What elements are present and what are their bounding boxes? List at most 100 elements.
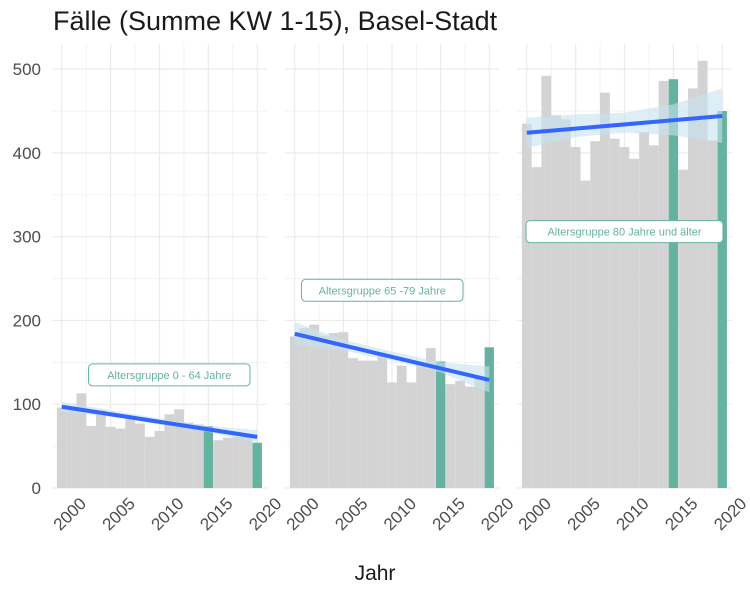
- facet-panel-2: Altersgruppe 65 -79 Jahre 2000 2005 2010 201…: [283, 44, 517, 534]
- bar: [619, 147, 630, 488]
- y-tick-label: 400: [13, 144, 41, 163]
- x-tick-label: 2015: [196, 494, 236, 534]
- bar: [629, 158, 640, 488]
- bar: [406, 382, 417, 488]
- bar: [426, 348, 436, 488]
- x-tick-label: 2010: [148, 494, 188, 534]
- x-tick-label: 2020: [710, 494, 750, 534]
- x-tick-label: 2005: [99, 494, 139, 534]
- bar: [590, 141, 601, 488]
- bar: [242, 435, 253, 488]
- x-tick-label: 2005: [331, 494, 371, 534]
- bar: [396, 365, 407, 488]
- bar: [319, 335, 329, 488]
- bar: [707, 140, 718, 488]
- bar: [648, 145, 659, 489]
- bar: [688, 88, 698, 489]
- trend-confidence-band: [526, 88, 723, 148]
- bar: [338, 332, 349, 488]
- bar: [135, 423, 145, 488]
- y-tick-label: 300: [13, 228, 41, 247]
- bar: [658, 80, 669, 488]
- bar: [531, 167, 542, 489]
- bar: [570, 147, 581, 488]
- trend-line: [526, 114, 723, 135]
- y-tick-label: 0: [32, 479, 41, 498]
- bar: [348, 358, 358, 488]
- bar: [474, 377, 485, 488]
- trend-line: [61, 404, 258, 439]
- x-tick-label: 2020: [477, 494, 517, 534]
- trend-line: [294, 331, 490, 382]
- bar: [328, 333, 339, 488]
- bar: [289, 336, 300, 488]
- bar: [551, 115, 561, 488]
- bar: [154, 431, 165, 488]
- x-tick-label: 2005: [564, 494, 604, 534]
- bar: [367, 360, 378, 488]
- bar: [299, 327, 310, 488]
- bar: [309, 324, 320, 488]
- bar: [377, 355, 388, 488]
- highlight-bar: [668, 79, 679, 488]
- x-tick-label: 2015: [661, 494, 701, 534]
- bar: [541, 75, 552, 489]
- y-tick-label: 500: [13, 60, 41, 79]
- annotation-label-text: Altersgruppe 65 -79 Jahre: [319, 285, 446, 297]
- bar: [86, 426, 96, 488]
- facet-panel-1: Altersgruppe 0 - 64 Jahre 2000 2005 2010 201…: [50, 44, 285, 534]
- annotation-label-text: Altersgruppe 80 Jahre und älter: [547, 227, 701, 239]
- x-tick-label: 2000: [283, 494, 323, 534]
- bar: [223, 437, 233, 488]
- bar: [56, 407, 67, 488]
- bar: [580, 180, 591, 488]
- bar: [357, 360, 368, 488]
- bar: [464, 386, 475, 488]
- bar: [600, 92, 610, 488]
- bar: [387, 382, 397, 488]
- annotation-label-box: [301, 278, 464, 302]
- highlight-bar: [717, 111, 727, 489]
- bar: [639, 131, 649, 488]
- highlight-bar: [203, 426, 214, 488]
- annotation-label-text: Altersgruppe 0 - 64 Jahre: [107, 370, 231, 382]
- bar: [183, 422, 194, 488]
- bar: [232, 436, 243, 488]
- bar: [193, 424, 204, 488]
- bar: [95, 410, 106, 488]
- bar: [174, 409, 184, 488]
- x-tick-label: 2015: [429, 494, 469, 534]
- bar: [697, 60, 708, 488]
- x-axis-title: Jahr: [354, 562, 396, 585]
- x-tick-label: 2010: [613, 494, 653, 534]
- chart-title: Fälle (Summe KW 1-15), Basel-Stadt: [53, 6, 498, 36]
- highlight-bar: [435, 361, 446, 488]
- annotation-label-box: [525, 220, 724, 244]
- bar: [76, 393, 87, 488]
- x-tick-label: 2000: [515, 494, 555, 534]
- bar: [678, 169, 689, 488]
- bar: [521, 123, 532, 489]
- bar: [144, 436, 155, 488]
- bar: [115, 428, 126, 488]
- x-tick-label: 2000: [50, 494, 90, 534]
- highlight-bar: [252, 442, 262, 488]
- highlight-bar: [484, 347, 494, 488]
- y-tick-label: 100: [13, 395, 41, 414]
- y-tick-label: 200: [13, 311, 41, 330]
- bar: [416, 364, 427, 488]
- bar: [609, 138, 620, 488]
- x-tick-label: 2010: [380, 494, 420, 534]
- bar: [105, 426, 116, 488]
- x-tick-label: 2020: [245, 494, 285, 534]
- annotation-label-box: [88, 363, 251, 387]
- bar: [213, 440, 224, 488]
- bar: [66, 406, 77, 488]
- bar: [164, 414, 175, 488]
- bar: [125, 416, 136, 488]
- bar: [445, 384, 456, 488]
- bar: [560, 119, 571, 488]
